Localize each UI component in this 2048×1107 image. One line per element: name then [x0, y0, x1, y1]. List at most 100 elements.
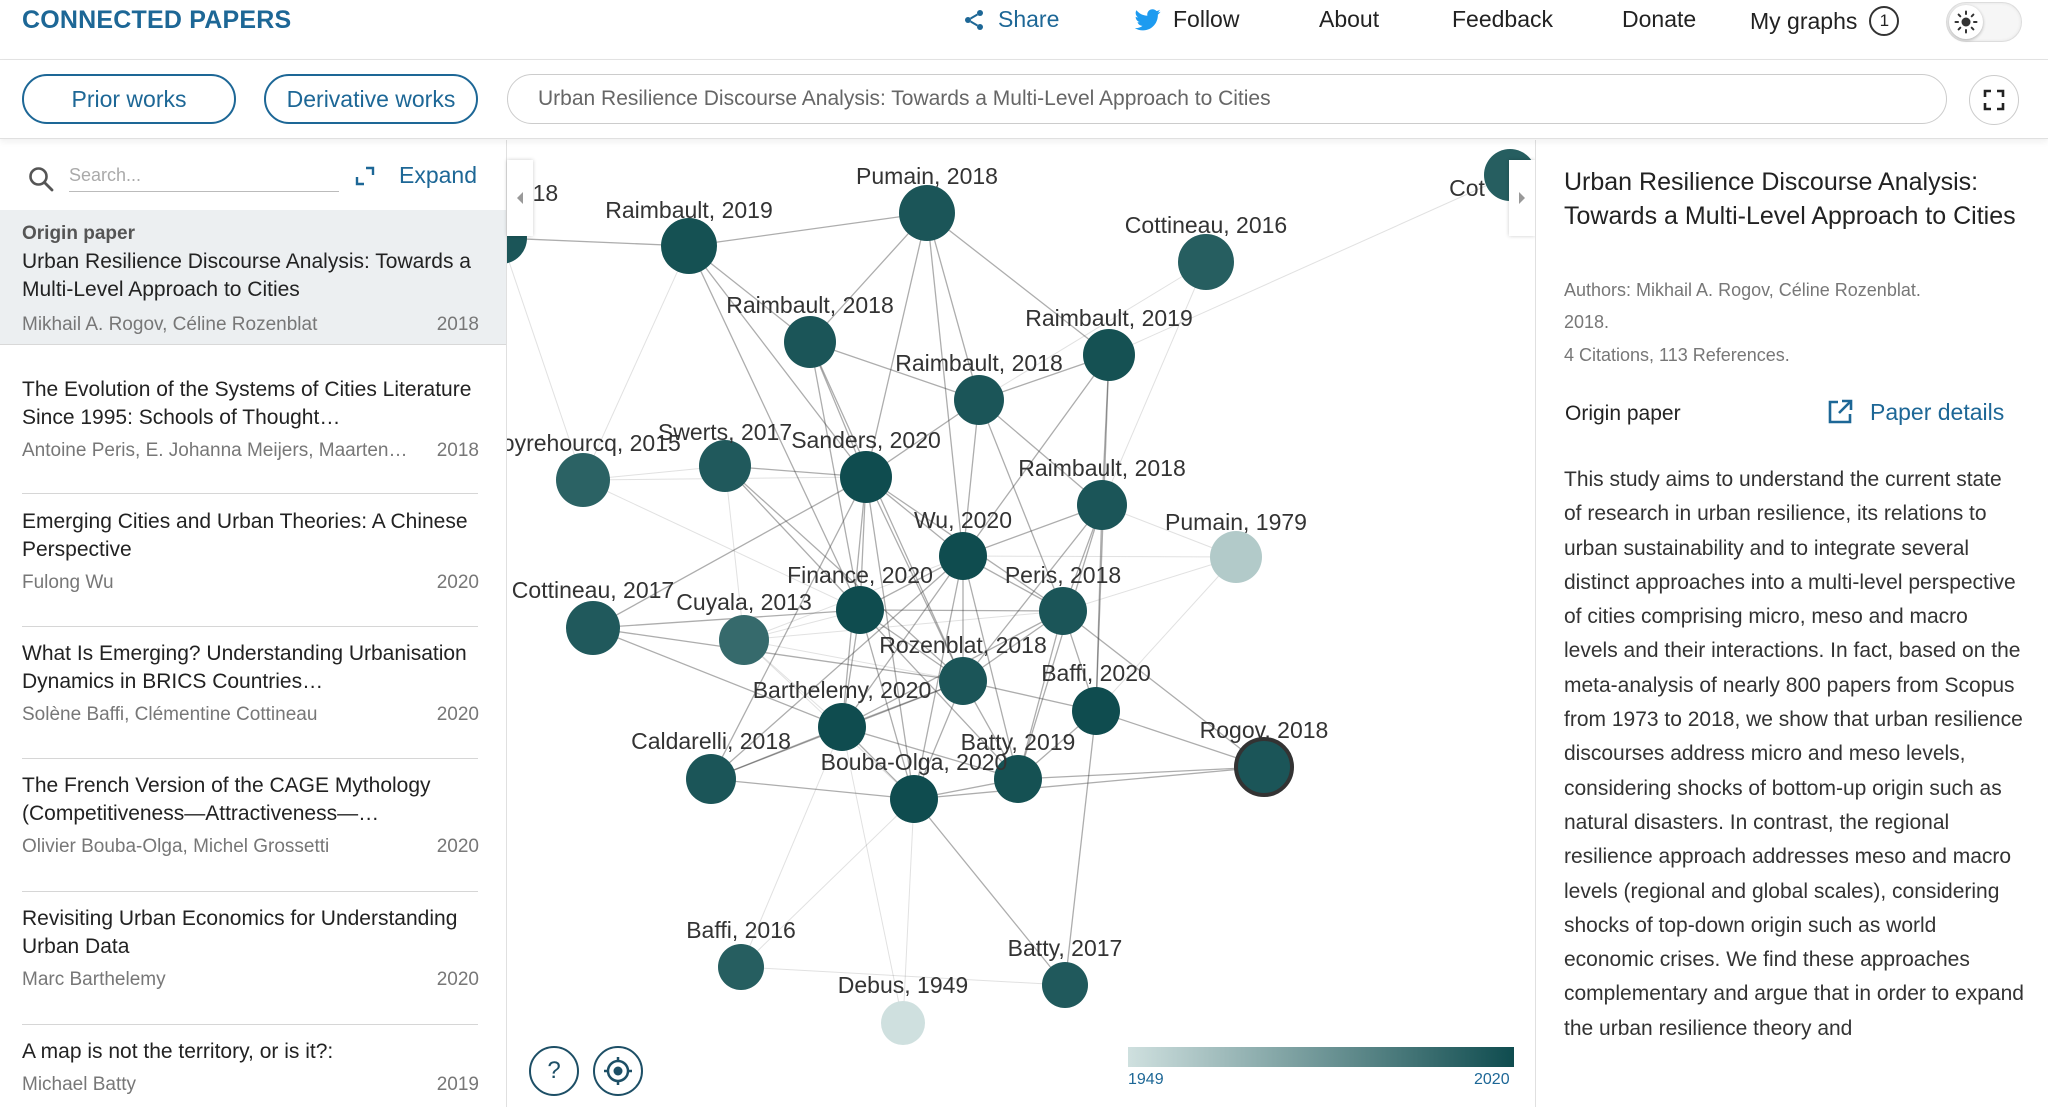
list-item-authors: Mikhail A. Rogov, Céline Rozenblat	[22, 314, 318, 335]
graph-edge	[1095, 556, 1237, 712]
graph-node[interactable]: Swerts, 2017	[658, 419, 792, 492]
graph-node[interactable]: Wu, 2020	[914, 507, 1012, 580]
collapse-left-panel-arrow[interactable]	[507, 160, 533, 236]
graph-edge	[913, 555, 964, 800]
graph-node[interactable]: Raimbault, 2019	[1025, 305, 1193, 381]
graph-node-circle[interactable]	[890, 775, 938, 823]
graph-node[interactable]: Debus, 1949	[838, 972, 968, 1045]
graph-node-label: Swerts, 2017	[658, 419, 792, 445]
graph-node-circle[interactable]	[661, 218, 717, 274]
target-icon	[604, 1057, 632, 1085]
graph-node[interactable]: Cottineau, 2016	[1125, 212, 1287, 290]
graph-node-circle[interactable]	[1083, 329, 1135, 381]
graph-edge	[978, 399, 1064, 612]
graph-node[interactable]: Raimbault, 2018	[895, 350, 1063, 425]
list-item[interactable]: What Is Emerging? Understanding Urbanisa…	[0, 640, 506, 740]
graph-node[interactable]: Cottineau, 2017	[512, 577, 674, 655]
share-label: Share	[998, 6, 1060, 32]
follow-link[interactable]: Follow	[1135, 6, 1239, 33]
graph-edge	[743, 610, 1064, 641]
feedback-link[interactable]: Feedback	[1452, 6, 1554, 32]
graph-node[interactable]: Caldarelli, 2018	[631, 728, 791, 804]
graph-node-circle[interactable]	[818, 703, 866, 751]
brand-logo[interactable]: CONNECTED PAPERS	[22, 6, 292, 34]
paper-details-link[interactable]: Paper details	[1826, 398, 2004, 426]
graph-node-circle[interactable]	[1042, 962, 1088, 1008]
about-link[interactable]: About	[1319, 6, 1380, 32]
graph-edge	[688, 245, 867, 478]
graph-node-label: Raimbault, 2018	[895, 350, 1063, 376]
graph-node-circle[interactable]	[1077, 480, 1127, 530]
list-item[interactable]: The Evolution of the Systems of Cities L…	[0, 376, 506, 476]
derivative-works-button[interactable]: Derivative works	[264, 74, 478, 124]
graph-node-circle[interactable]	[1039, 587, 1087, 635]
graph-node[interactable]: Raimbault, 2018	[726, 292, 894, 368]
graph-title-field[interactable]: Urban Resilience Discourse Analysis: Tow…	[507, 74, 1947, 124]
help-button[interactable]: ?	[529, 1046, 579, 1096]
prior-works-button[interactable]: Prior works	[22, 74, 236, 124]
graph-node[interactable]: Coyrehourcq, 2015	[507, 430, 681, 507]
graph-edge	[710, 555, 964, 780]
graph-node[interactable]: Baffi, 2016	[686, 917, 796, 990]
theme-toggle[interactable]	[1946, 2, 2022, 42]
share-link[interactable]: Share	[962, 6, 1059, 33]
graph-node-label: Batty, 2019	[961, 729, 1076, 755]
graph-node[interactable]: Barthelemy, 2020	[753, 677, 932, 751]
graph-node-circle[interactable]	[686, 754, 736, 804]
graph-node-circle[interactable]	[939, 657, 987, 705]
graph-node[interactable]: Raimbault, 2019	[605, 197, 773, 274]
graph-node-circle[interactable]	[718, 944, 764, 990]
graph-node[interactable]: Bouba-Olga, 2020	[821, 749, 1008, 823]
detail-citations: 4 Citations, 113 References.	[1564, 345, 1790, 365]
graph-node[interactable]: Baffi, 2020	[1041, 660, 1151, 735]
list-item-origin-paper[interactable]: Origin paper Urban Resilience Discourse …	[0, 210, 506, 345]
fullscreen-button[interactable]	[1969, 75, 2019, 125]
list-item-year: 2020	[436, 572, 479, 593]
graph-node-circle[interactable]	[699, 440, 751, 492]
graph-node-circle[interactable]	[899, 185, 955, 241]
graph-node-circle[interactable]	[1072, 687, 1120, 735]
list-item[interactable]: The French Version of the CAGE Mythology…	[0, 772, 506, 872]
graph-node[interactable]: Pumain, 2018	[856, 163, 998, 241]
graph-node-circle[interactable]	[994, 755, 1042, 803]
graph-node-circle[interactable]	[556, 453, 610, 507]
connected-papers-graph[interactable]: 018 Cot Pumain, 2018 Raimbault, 2019 Cottine…	[507, 140, 1535, 1107]
graph-node[interactable]: Raimbault, 2018	[1018, 455, 1186, 530]
graph-node[interactable]: Pumain, 1979	[1165, 509, 1307, 583]
graph-node-circle[interactable]	[1210, 531, 1262, 583]
graph-node-circle[interactable]	[836, 586, 884, 634]
paper-search-input[interactable]	[69, 160, 339, 192]
graph-node-circle[interactable]	[939, 532, 987, 580]
graph-node[interactable]: Cuyala, 2013	[676, 589, 812, 665]
graph-node-circle[interactable]	[719, 615, 769, 665]
list-item[interactable]: A map is not the territory, or is it?: M…	[0, 1038, 506, 1107]
list-item-meta: Marc Barthelemy 2020	[22, 969, 479, 991]
graph-node-circle[interactable]	[954, 375, 1004, 425]
list-item-year: 2018	[436, 314, 479, 335]
graph-node-circle[interactable]	[881, 1001, 925, 1045]
graph-node[interactable]: Peris, 2018	[1005, 562, 1121, 635]
graph-node[interactable]: Rozenblat, 2018	[879, 632, 1047, 705]
graph-node-circle[interactable]	[1178, 234, 1234, 290]
graph-node[interactable]: Batty, 2017	[1008, 935, 1123, 1008]
graph-node[interactable]: Finance, 2020	[787, 562, 933, 634]
graph-node-circle[interactable]	[566, 601, 620, 655]
my-graphs-link[interactable]: My graphs 1	[1750, 6, 1900, 36]
graph-node-label: Baffi, 2016	[686, 917, 796, 943]
list-item-meta: Michael Batty 2019	[22, 1074, 479, 1096]
graph-node-circle[interactable]	[1234, 737, 1294, 797]
graph-node-label: Raimbault, 2018	[1018, 455, 1186, 481]
donate-link[interactable]: Donate	[1622, 6, 1697, 32]
list-item[interactable]: Revisiting Urban Economics for Understan…	[0, 905, 506, 1005]
expand-list-button[interactable]: Expand	[355, 162, 477, 189]
graph-edge	[582, 245, 690, 481]
graph-node-circle[interactable]	[784, 316, 836, 368]
graph-node[interactable]: Sanders, 2020	[791, 427, 941, 503]
list-item[interactable]: Emerging Cities and Urban Theories: A Ch…	[0, 508, 506, 608]
recenter-button[interactable]	[593, 1046, 643, 1096]
graph-node-circle[interactable]	[840, 451, 892, 503]
graph-node[interactable]: Batty, 2019	[961, 729, 1076, 803]
graph-node[interactable]: Rogov, 2018	[1200, 717, 1329, 797]
collapse-right-panel-arrow[interactable]	[1509, 160, 1535, 236]
